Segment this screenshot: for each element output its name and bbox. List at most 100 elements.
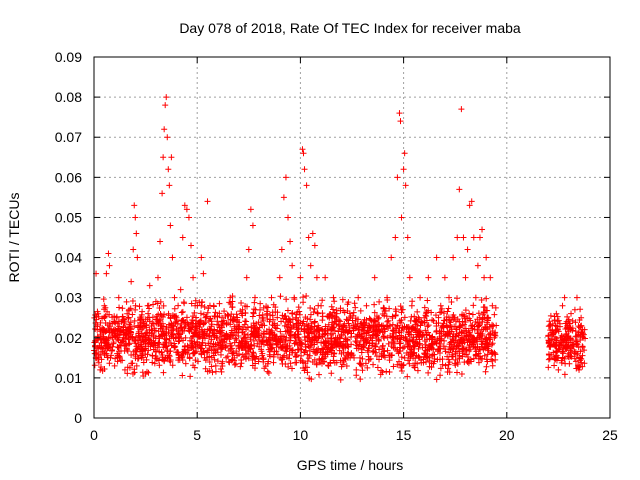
data-point [157,238,164,245]
data-point [259,338,266,345]
data-point [476,314,483,321]
data-point [177,286,184,293]
data-point [251,365,258,372]
data-point [152,327,159,334]
data-point [159,325,166,332]
data-point [239,306,246,313]
data-point [264,304,271,311]
data-point [114,327,121,334]
data-point [97,366,104,373]
data-point [331,298,338,305]
data-point [547,342,554,349]
data-point [289,262,296,269]
data-point [212,362,219,369]
data-point [454,369,460,376]
data-point [404,373,411,380]
data-point [126,340,133,347]
data-point [266,340,273,347]
data-point [188,326,195,333]
data-point [299,146,306,153]
data-point [484,358,491,365]
data-point [143,324,150,331]
data-point [577,306,584,313]
data-point [450,337,457,344]
data-point [241,353,248,360]
data-point [158,349,165,356]
data-point [563,324,570,331]
data-point [483,363,490,370]
y-tick-label: 0.01 [55,370,82,386]
data-point [430,351,437,358]
data-point [415,345,422,352]
data-point [337,335,344,342]
data-point [131,337,138,344]
data-point [414,367,421,374]
data-point [269,344,276,351]
data-point [571,306,578,313]
data-point [397,319,404,326]
data-point [115,294,122,301]
data-point [364,364,371,371]
data-point [546,351,553,358]
data-point [362,337,369,344]
data-point [558,357,565,364]
data-point [430,317,437,324]
data-point [250,320,257,327]
data-point [106,325,113,332]
data-point [378,351,385,358]
data-point [245,246,252,253]
data-point [458,106,465,113]
data-point [145,340,152,347]
data-point [315,326,322,333]
data-point [167,222,174,229]
data-point [150,342,157,349]
data-point [100,296,107,303]
data-point [324,335,331,342]
data-point [466,202,473,209]
data-point [408,302,415,309]
data-point [133,362,140,369]
data-point [226,299,233,306]
data-point [424,323,431,330]
data-point [209,369,216,376]
data-point [456,186,463,193]
data-point [328,326,335,333]
data-point [469,311,476,318]
data-point [295,325,302,332]
data-point [272,334,279,341]
data-point [230,349,237,356]
data-point [352,333,359,340]
data-point [423,353,430,360]
data-point [406,360,413,367]
data-point [279,312,286,319]
data-point [171,294,178,301]
data-point [489,340,496,347]
data-point [446,349,453,356]
data-point [166,357,173,364]
data-point [453,331,460,338]
data-point [249,222,256,229]
data-point [399,345,406,352]
data-point [162,332,169,339]
data-point [282,319,289,326]
data-point [130,246,137,253]
data-point [471,326,478,333]
data-point [487,331,494,338]
data-point [280,194,287,201]
data-point [409,324,416,331]
data-point [480,326,487,333]
data-point [116,304,123,311]
data-point [367,334,374,341]
data-point [561,371,568,378]
data-point [424,297,431,304]
data-point [283,354,290,361]
data-point [563,318,570,325]
data-point [134,254,141,261]
data-point [423,317,430,324]
data-point [171,340,178,347]
data-point [172,335,179,342]
data-point [348,333,355,340]
data-point [293,314,300,321]
data-point [177,331,184,338]
data-point [172,319,179,326]
